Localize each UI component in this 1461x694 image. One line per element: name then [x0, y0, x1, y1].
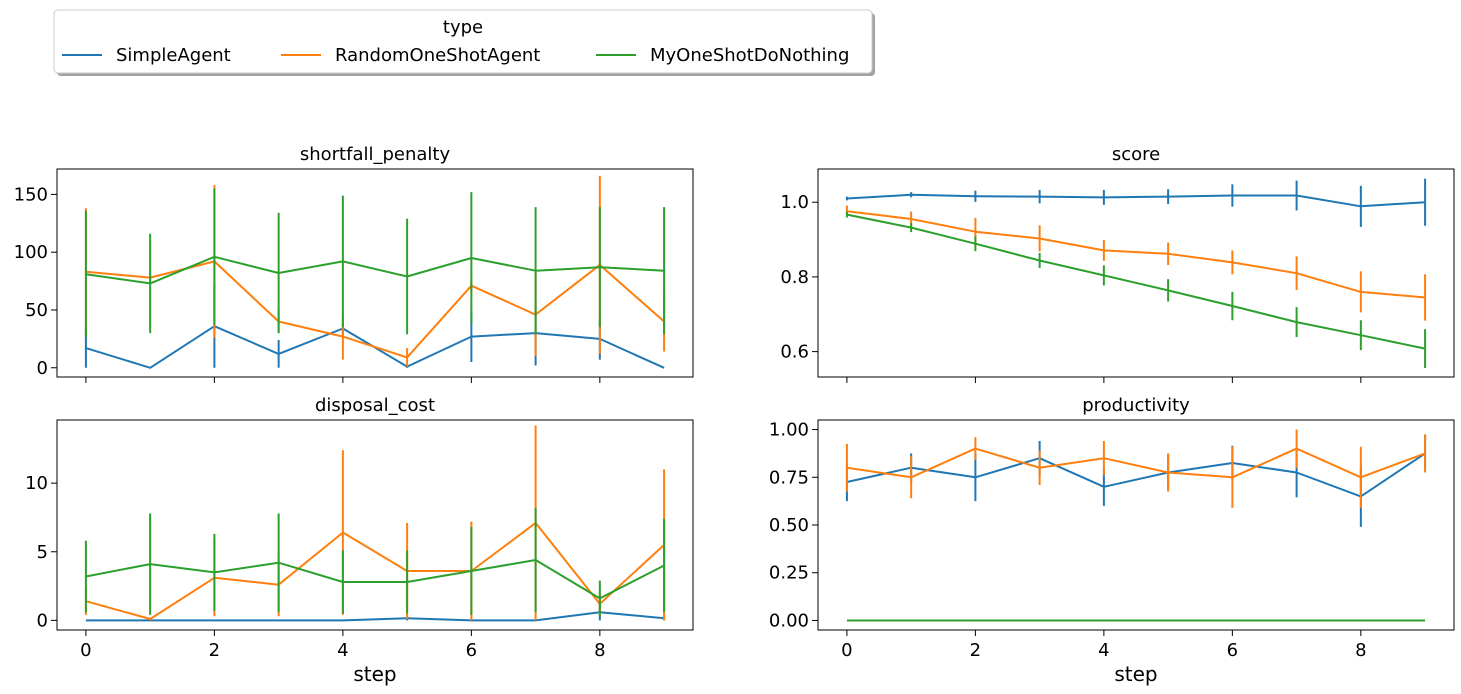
subplot-score: score 0.6 0.8 1.0 — [780, 144, 1455, 383]
series-randomoneshotagent — [84, 425, 666, 621]
legend-title: type — [443, 17, 483, 38]
x-tick-label: 6 — [1227, 640, 1238, 661]
legend: type SimpleAgent RandomOneShotAgent MyOn… — [53, 9, 875, 76]
axes-frame — [817, 168, 1455, 378]
axes-frame — [56, 168, 694, 378]
series-simpleagent — [845, 436, 1427, 527]
legend-entry-simpleagent: SimpleAgent — [62, 45, 231, 66]
x-tick-label: 4 — [1098, 640, 1109, 661]
series-line-myoneshotdonothing — [85, 255, 665, 285]
series-randomoneshotagent — [845, 429, 1427, 508]
y-tick-label: 150 — [14, 184, 48, 205]
y-tick-label: 1.0 — [780, 192, 809, 213]
x-axis-label: step — [353, 662, 396, 686]
y-tick-label: 0.00 — [769, 610, 809, 631]
series-simpleagent — [84, 284, 665, 369]
series-line-simpleagent — [85, 611, 665, 622]
series-simpleagent — [85, 603, 666, 622]
y-tick-label: 10 — [25, 473, 48, 494]
y-tick-label: 1.00 — [769, 420, 809, 441]
subplot-productivity: productivity 0.00 0.25 0.50 0.75 1.00 0 2 4 6 8 ste… — [769, 395, 1455, 686]
series-myoneshotdonothing — [84, 507, 666, 617]
legend-label-randomoneshotagent: RandomOneShotAgent — [335, 45, 540, 66]
y-tick-label: 5 — [37, 542, 48, 563]
x-tick-label: 2 — [970, 640, 981, 661]
legend-entry-myoneshotdonothing: MyOneShotDoNothing — [596, 45, 849, 66]
x-tick-label: 0 — [841, 640, 852, 661]
x-tick-label: 4 — [337, 640, 348, 661]
plot-area — [84, 425, 666, 622]
series-line-randomoneshotagent — [846, 447, 1426, 479]
plot-area — [845, 178, 1427, 369]
series-simpleagent — [845, 178, 1427, 227]
subplot-title: score — [1112, 144, 1160, 165]
subplot-title: shortfall_penalty — [300, 144, 451, 165]
x-tick-label: 2 — [209, 640, 220, 661]
y-tick-label: 0.6 — [780, 342, 809, 363]
y-tick-label: 0.75 — [769, 467, 809, 488]
axes-frame — [56, 419, 694, 631]
y-tick-label: 0 — [37, 610, 48, 631]
y-tick-label: 0.25 — [769, 563, 809, 584]
series-line-myoneshotdonothing — [846, 213, 1426, 350]
x-tick-label: 8 — [594, 640, 605, 661]
subplot-shortfall-penalty: shortfall_penalty 0 50 100 150 — [14, 144, 694, 383]
series-line-randomoneshotagent — [846, 210, 1426, 299]
legend-label-simpleagent: SimpleAgent — [116, 45, 231, 66]
series-line-simpleagent — [846, 452, 1426, 498]
series-randomoneshotagent — [845, 205, 1427, 321]
x-tick-label: 0 — [80, 640, 91, 661]
subplot-disposal-cost: disposal_cost 0 5 10 0 2 4 6 8 step — [25, 395, 694, 686]
y-tick-label: 0.50 — [769, 515, 809, 536]
series-line-myoneshotdonothing — [85, 559, 665, 600]
subplot-title: disposal_cost — [315, 395, 435, 416]
plot-area — [845, 429, 1427, 622]
series-line-randomoneshotagent — [85, 521, 665, 620]
series-myoneshotdonothing — [84, 188, 666, 338]
series-myoneshotdonothing — [845, 211, 1427, 369]
legend-entry-randomoneshotagent: RandomOneShotAgent — [281, 45, 540, 66]
y-tick-label: 0.8 — [780, 267, 809, 288]
x-tick-label: 8 — [1355, 640, 1366, 661]
y-tick-label: 100 — [14, 242, 48, 263]
axes-frame — [817, 419, 1455, 631]
series-randomoneshotagent — [84, 175, 666, 367]
plot-area — [84, 175, 666, 369]
x-axis-label: step — [1114, 662, 1157, 686]
x-tick-label: 6 — [466, 640, 477, 661]
series-line-randomoneshotagent — [85, 260, 665, 359]
y-tick-label: 50 — [25, 300, 48, 321]
series-line-simpleagent — [846, 193, 1426, 208]
legend-label-myoneshotdonothing: MyOneShotDoNothing — [650, 45, 849, 66]
y-tick-label: 0 — [37, 358, 48, 379]
subplot-title: productivity — [1082, 395, 1190, 416]
